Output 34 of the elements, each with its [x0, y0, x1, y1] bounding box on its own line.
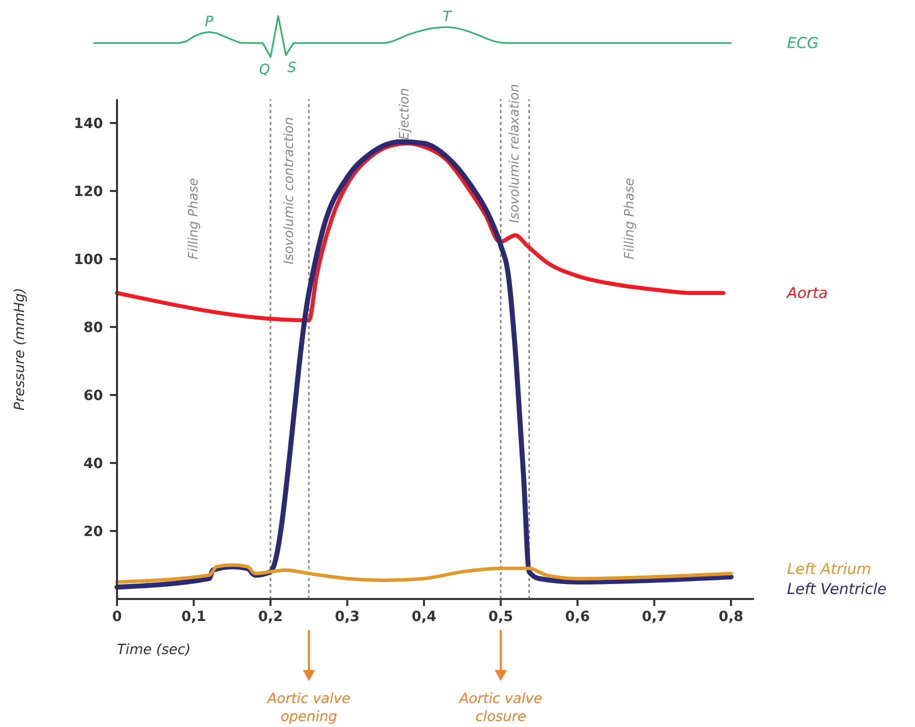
x-tick-label: 0,4	[412, 609, 437, 625]
annotation: Filling Phase	[186, 178, 202, 260]
x-tick-label: 0,1	[181, 609, 206, 625]
line-series	[115, 563, 733, 584]
text: Aortic valve opening	[266, 691, 350, 725]
x-tick-label: 0,2	[258, 609, 283, 625]
y-tick-label: 60	[84, 388, 104, 404]
x-tick-label: 0,6	[565, 609, 590, 625]
annotation: Isovolumic contraction	[282, 117, 298, 264]
y-tick-label: 20	[84, 524, 104, 540]
text: Left Ventricle	[787, 580, 886, 598]
text: Aortic valve closure	[458, 691, 542, 725]
y-tick-label: 120	[74, 184, 104, 200]
x-tick-label: 0,7	[642, 609, 667, 625]
y-tick-label: 40	[84, 456, 104, 472]
text: ECG	[787, 34, 819, 52]
x-tick-label: 0,5	[488, 609, 514, 625]
annotation: Filling Phase	[622, 178, 638, 260]
y-tick-label: 140	[74, 116, 104, 132]
text: S	[287, 60, 296, 76]
y-axis-title: Pressure (mmHg)	[12, 288, 28, 410]
x-tick-label: 0	[112, 609, 122, 625]
annotation: Ejection	[397, 88, 412, 140]
y-tick-label: 100	[74, 252, 104, 268]
text: Q	[259, 62, 270, 78]
text: Left Atrium	[787, 560, 872, 578]
annotation: Isovolumic relaxation	[507, 84, 523, 224]
annotation: T	[442, 9, 453, 26]
x-tick-label: 0,8	[718, 609, 744, 625]
annotation: P	[204, 14, 214, 30]
x-tick-label: 0,3	[334, 609, 360, 625]
y-tick-label: 80	[84, 320, 104, 336]
x-axis-title: Time (sec)	[117, 642, 191, 658]
text: Aorta	[786, 284, 828, 302]
